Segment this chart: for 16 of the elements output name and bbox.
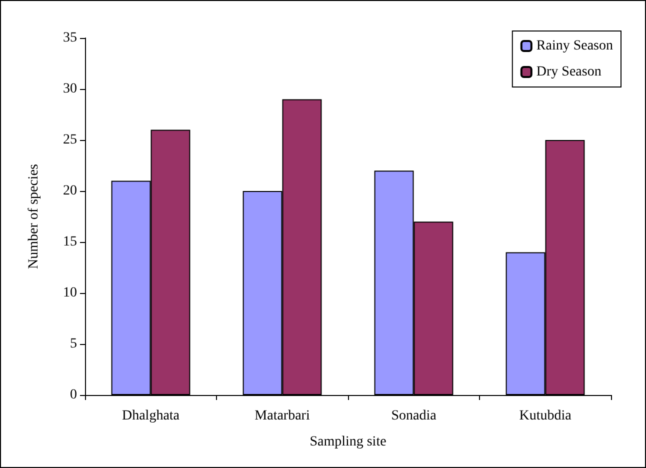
y-axis-title: Number of species bbox=[26, 164, 42, 269]
y-tick-label: 0 bbox=[70, 388, 77, 402]
legend-label: Rainy Season bbox=[536, 38, 614, 54]
y-tick-label: 15 bbox=[63, 234, 77, 250]
y-tick-label: 10 bbox=[63, 286, 77, 300]
legend-label: Dry Season bbox=[536, 64, 602, 80]
x-tick-label: Matarbari bbox=[254, 408, 310, 424]
y-tick-label: 5 bbox=[70, 336, 77, 352]
x-tick-label: Kutubdia bbox=[519, 408, 572, 424]
x-axis-title: Sampling site bbox=[310, 434, 386, 450]
y-tick-label: 20 bbox=[63, 184, 77, 198]
x-tick-label: Sonadia bbox=[391, 408, 438, 424]
y-tick-label: 35 bbox=[63, 30, 77, 46]
y-tick-label: 30 bbox=[63, 82, 77, 96]
x-tick-label: Dhalghata bbox=[122, 408, 180, 424]
y-tick-label: 25 bbox=[63, 132, 77, 148]
